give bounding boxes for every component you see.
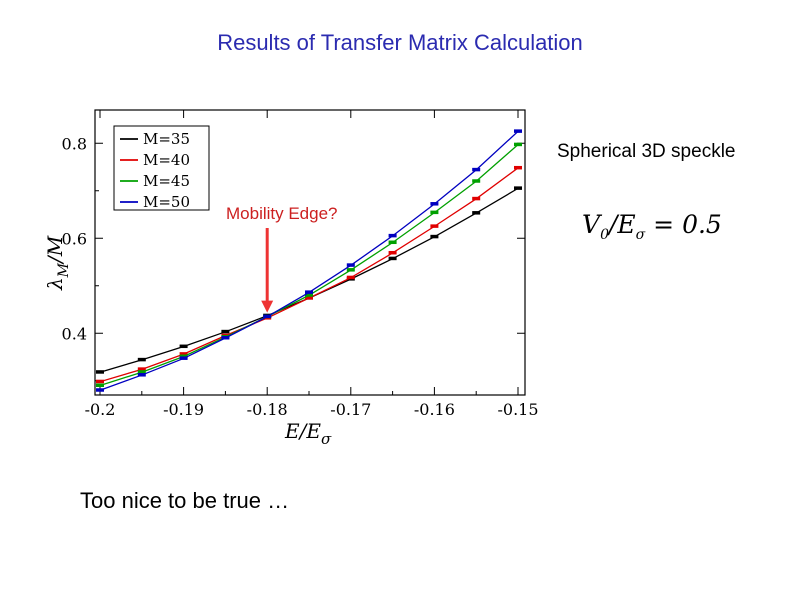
- formula: V0/Eσ = 0.5: [582, 210, 722, 243]
- data-point-M=40: [346, 275, 355, 280]
- annotation-arrow-head: [261, 300, 274, 313]
- x-axis-title: E/Eσ: [284, 419, 332, 448]
- x-tick-label: -0.16: [414, 400, 455, 419]
- data-point-M=35: [96, 370, 104, 374]
- data-point-M=35: [514, 186, 522, 190]
- data-point-M=40: [388, 250, 397, 255]
- y-tick-label: 0.4: [62, 324, 87, 343]
- data-point-M=50: [221, 336, 230, 340]
- data-point-M=45: [514, 142, 522, 147]
- data-point-M=50: [472, 167, 481, 172]
- data-point-M=40: [430, 224, 439, 228]
- data-point-M=50: [514, 129, 522, 133]
- data-point-M=50: [346, 263, 355, 267]
- data-point-M=35: [137, 357, 146, 362]
- legend-label: M=50: [143, 193, 190, 211]
- legend-label: M=35: [143, 130, 190, 148]
- data-point-M=40: [472, 196, 481, 201]
- annotation-label: Mobility Edge?: [226, 204, 338, 223]
- axis-titles: E/Eσ λM/M: [43, 235, 332, 448]
- legend-label: M=40: [143, 151, 190, 169]
- data-point-M=45: [388, 240, 397, 245]
- plot-frame: [94, 109, 526, 396]
- annotation: Mobility Edge?: [226, 204, 338, 313]
- x-tick-label: -0.2: [85, 400, 116, 419]
- data-point-M=40: [96, 379, 104, 384]
- x-tick-label: -0.17: [330, 400, 371, 419]
- data-point-M=50: [263, 314, 272, 319]
- slide-title: Results of Transfer Matrix Calculation: [217, 30, 583, 55]
- x-tick-label: -0.18: [247, 400, 288, 419]
- formula-mid: /E: [608, 210, 636, 239]
- bottom-note: Too nice to be true …: [80, 488, 290, 513]
- side-label: Spherical 3D speckle: [557, 141, 736, 162]
- data-point-M=35: [388, 256, 397, 261]
- data-point-M=45: [179, 354, 188, 359]
- data-point-M=40: [137, 367, 146, 371]
- data-point-M=50: [179, 356, 188, 360]
- legend: M=35 M=40 M=45 M=50: [113, 125, 210, 211]
- y-tick-label: 0.8: [62, 134, 87, 153]
- data-point-M=50: [388, 233, 397, 238]
- data-point-M=50: [430, 202, 439, 206]
- x-tick-label: -0.15: [497, 400, 538, 419]
- data-point-M=35: [179, 344, 188, 349]
- x-tick-label: -0.19: [163, 400, 204, 419]
- formula-v: V: [582, 210, 601, 239]
- data-point-M=35: [430, 234, 439, 239]
- data-point-M=45: [96, 383, 104, 387]
- data-point-M=50: [96, 388, 104, 392]
- y-tick-label: 0.6: [62, 229, 87, 248]
- legend-label: M=45: [143, 172, 190, 190]
- data-point-M=40: [179, 352, 188, 356]
- data-point-M=45: [346, 268, 355, 272]
- legend-box: [113, 125, 210, 211]
- y-axis-title: λM/M: [43, 235, 72, 291]
- series-lines: [96, 129, 522, 392]
- data-point-M=45: [430, 210, 439, 215]
- data-point-M=40: [305, 296, 313, 300]
- data-point-M=45: [137, 370, 146, 374]
- axis-ticks: -0.2 -0.19 -0.18 -0.17 -0.16 -0.15 0.4 0.6 0.8: [62, 110, 539, 419]
- data-point-M=45: [472, 179, 481, 183]
- formula-v-sub: 0: [600, 227, 609, 243]
- data-point-M=35: [472, 211, 481, 215]
- data-point-M=50: [137, 373, 146, 377]
- formula-e-sub: σ: [635, 227, 646, 243]
- data-point-M=40: [514, 165, 522, 170]
- data-point-M=50: [305, 290, 313, 294]
- data-point-M=35: [221, 329, 230, 334]
- formula-rhs: = 0.5: [645, 210, 722, 239]
- data-point-M=45: [305, 293, 313, 297]
